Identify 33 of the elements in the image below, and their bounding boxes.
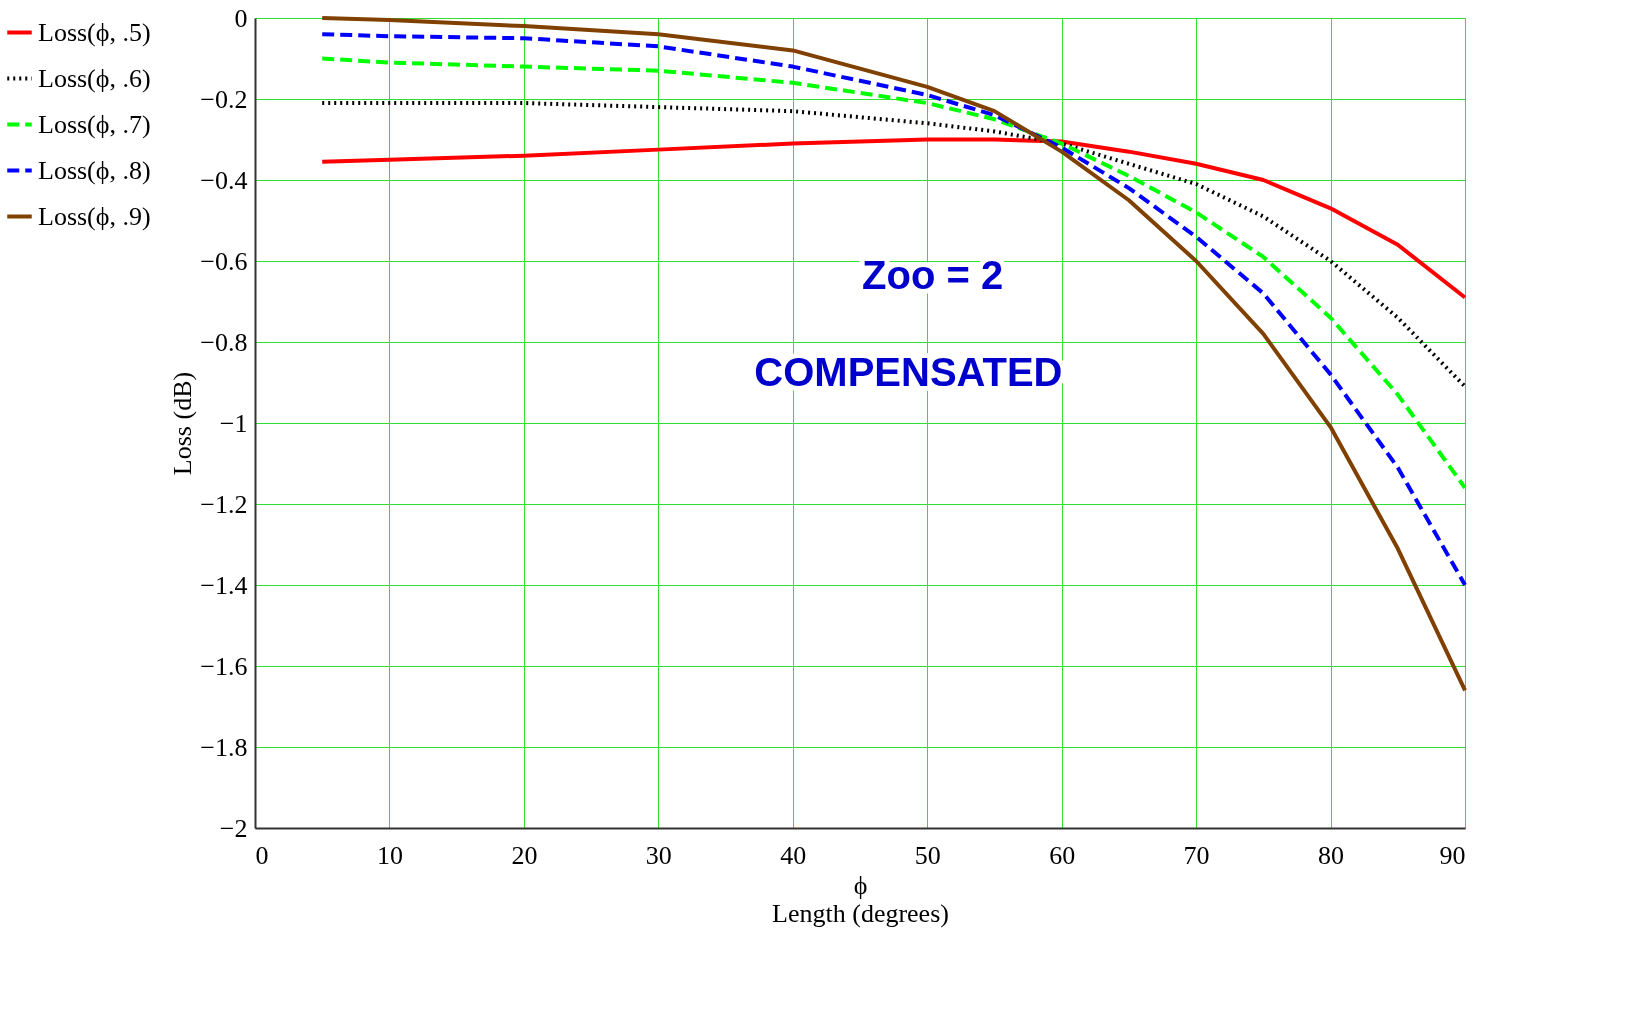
y-tick-label: −1.2 — [200, 489, 248, 519]
x-tick-label: 0 — [255, 840, 269, 870]
y-tick-label: −2 — [219, 813, 248, 843]
y-axis-title: Loss (dB) — [168, 371, 198, 476]
y-tick-label: −1.6 — [200, 651, 248, 681]
legend-label: Loss(ϕ, .7) — [38, 109, 151, 139]
x-tick-label: 80 — [1318, 840, 1345, 870]
x-tick-label: 50 — [914, 840, 941, 870]
y-tick-label: −1 — [219, 408, 248, 438]
legend-label: Loss(ϕ, .6) — [38, 63, 151, 93]
line-series — [320, 101, 1467, 389]
x-axis-title: ϕ Length (degrees) — [772, 870, 949, 928]
y-tick-label: 0 — [234, 3, 248, 33]
line-series — [320, 56, 1467, 490]
y-tick-label: −1.4 — [200, 570, 248, 600]
x-tick-label: 10 — [376, 840, 403, 870]
x-tick-label: 60 — [1049, 840, 1076, 870]
line-series — [320, 32, 1467, 587]
x-tick-label: 40 — [780, 840, 807, 870]
y-tick-label: −0.2 — [200, 84, 248, 114]
line-series — [320, 137, 1467, 300]
line-series — [320, 16, 1467, 693]
y-tick-label: −0.8 — [200, 327, 248, 357]
x-tick-label: 20 — [511, 840, 538, 870]
legend-label: Loss(ϕ, .5) — [38, 17, 151, 47]
x-tick-label: 30 — [645, 840, 672, 870]
legend-label: Loss(ϕ, .9) — [38, 201, 151, 231]
y-tick-label: −0.6 — [200, 246, 248, 276]
x-tick-label: 90 — [1439, 840, 1466, 870]
y-tick-label: −0.4 — [200, 165, 248, 195]
y-tick-label: −1.8 — [200, 732, 248, 762]
legend-label: Loss(ϕ, .8) — [38, 155, 151, 185]
x-tick-label: 70 — [1183, 840, 1210, 870]
